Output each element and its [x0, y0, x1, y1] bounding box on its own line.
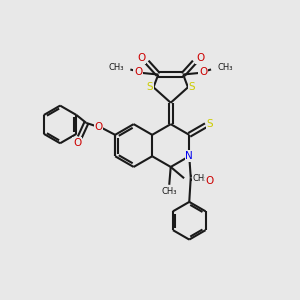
- Text: O: O: [134, 67, 142, 77]
- Text: O: O: [94, 122, 103, 131]
- Text: CH₃: CH₃: [161, 187, 177, 196]
- Text: O: O: [205, 176, 214, 186]
- Text: CH₃: CH₃: [108, 63, 124, 72]
- Text: S: S: [188, 82, 195, 92]
- Text: O: O: [73, 138, 82, 148]
- Text: N: N: [185, 151, 193, 161]
- Text: O: O: [196, 53, 205, 64]
- Text: CH₃: CH₃: [192, 174, 208, 183]
- Text: S: S: [206, 119, 213, 129]
- Text: CH₃: CH₃: [218, 63, 233, 72]
- Text: S: S: [146, 82, 153, 92]
- Text: O: O: [199, 67, 207, 77]
- Text: O: O: [137, 53, 145, 64]
